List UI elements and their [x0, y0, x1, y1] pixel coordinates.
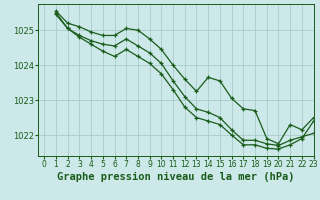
X-axis label: Graphe pression niveau de la mer (hPa): Graphe pression niveau de la mer (hPa): [57, 172, 295, 182]
